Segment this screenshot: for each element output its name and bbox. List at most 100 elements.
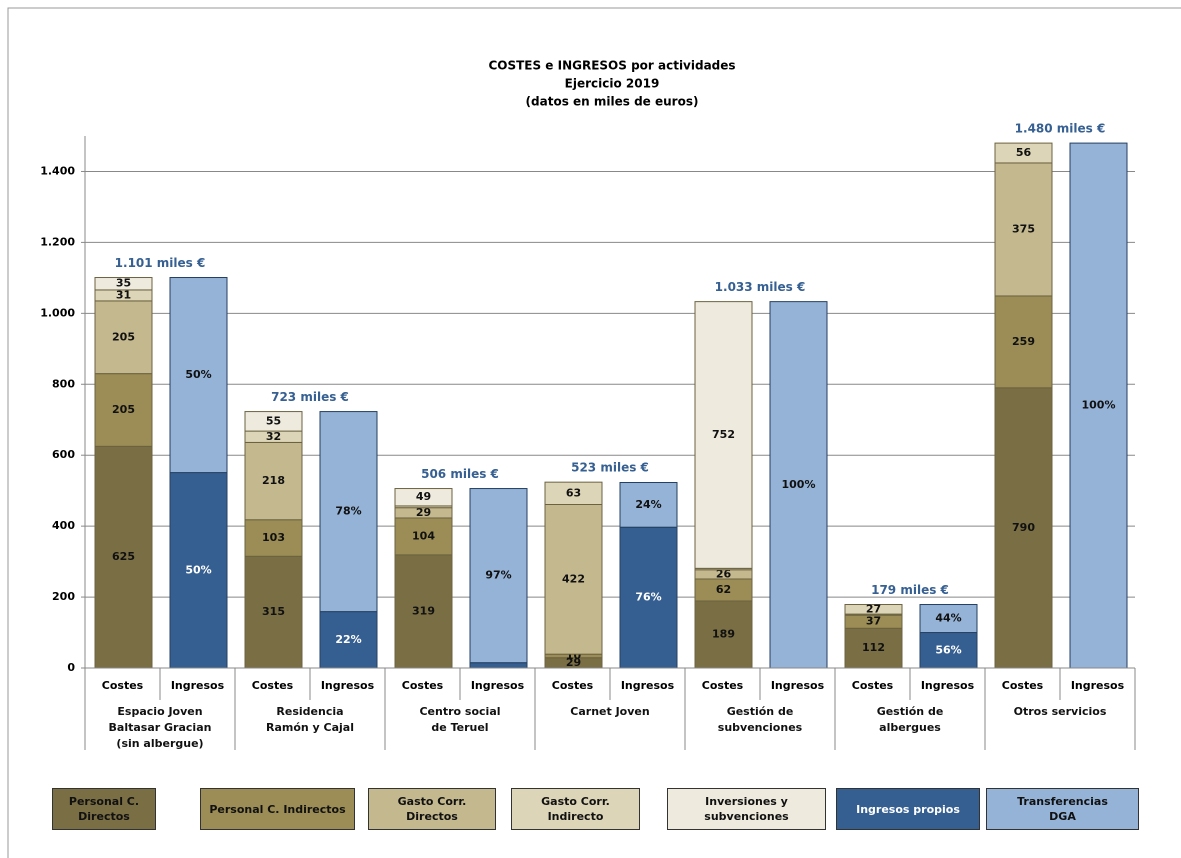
category-label: Centro social de Teruel bbox=[419, 705, 501, 734]
data-label: 44% bbox=[935, 612, 961, 625]
sub-category-label: Costes bbox=[1002, 679, 1044, 692]
data-label: 76% bbox=[635, 591, 661, 604]
total-label: 1.480 miles € bbox=[1015, 122, 1106, 136]
bar-segment bbox=[394, 517, 453, 556]
legend-entry: Personal C. Indirectos bbox=[200, 788, 355, 830]
total-label: 506 miles € bbox=[421, 467, 499, 481]
y-tick-label: 600 bbox=[52, 448, 75, 461]
legend-entry: Inversiones y subvenciones bbox=[667, 788, 826, 830]
bar-segment bbox=[469, 662, 528, 669]
y-tick-label: 0 bbox=[67, 661, 75, 674]
data-label: 205 bbox=[112, 403, 135, 416]
sub-category-label: Costes bbox=[402, 679, 444, 692]
chart-subtitle: (datos en miles de euros) bbox=[526, 95, 699, 109]
sub-category-label: Ingresos bbox=[171, 679, 225, 692]
sub-category-label: Ingresos bbox=[321, 679, 375, 692]
bar-segment bbox=[169, 277, 228, 474]
data-label: 752 bbox=[712, 428, 735, 441]
data-label: 78% bbox=[335, 505, 361, 518]
data-label: 50% bbox=[185, 368, 211, 381]
bar-segment bbox=[619, 526, 678, 669]
bar-segment bbox=[94, 373, 153, 447]
bar-segment bbox=[319, 411, 378, 613]
data-label: 189 bbox=[712, 627, 735, 640]
data-label: 29 bbox=[566, 656, 581, 669]
data-label: 259 bbox=[1012, 335, 1035, 348]
bar-segment bbox=[244, 519, 303, 557]
bar-segment bbox=[994, 295, 1053, 389]
sub-category-label: Ingresos bbox=[471, 679, 525, 692]
data-label: 29 bbox=[416, 506, 431, 519]
sub-category-label: Ingresos bbox=[1071, 679, 1125, 692]
bar-segment bbox=[1069, 142, 1128, 669]
data-label: 790 bbox=[1012, 521, 1035, 534]
data-label: 97% bbox=[485, 569, 511, 582]
bar-segment bbox=[544, 503, 603, 655]
bar-segment bbox=[844, 604, 903, 615]
data-label: 315 bbox=[262, 605, 285, 618]
bar-segment bbox=[94, 277, 153, 291]
legend-entry: Gasto Corr. Directos bbox=[368, 788, 496, 830]
legend-entry: Gasto Corr. Indirecto bbox=[511, 788, 640, 830]
legend-entry: Ingresos propios bbox=[836, 788, 980, 830]
category-label: Carnet Joven bbox=[570, 705, 650, 718]
bar-segment bbox=[919, 632, 978, 669]
bar-segment bbox=[994, 142, 1053, 164]
sub-category-label: Costes bbox=[852, 679, 894, 692]
bar-segment bbox=[919, 604, 978, 634]
bar-segment bbox=[994, 387, 1053, 669]
data-label: 422 bbox=[562, 572, 585, 585]
sub-category-label: Ingresos bbox=[771, 679, 825, 692]
category-label: Gestión de subvenciones bbox=[717, 705, 803, 734]
data-label: 27 bbox=[866, 602, 881, 615]
data-label: 32 bbox=[266, 430, 281, 443]
sub-category-label: Ingresos bbox=[921, 679, 975, 692]
data-label: 56% bbox=[935, 643, 961, 656]
data-label: 218 bbox=[262, 474, 285, 487]
data-label: 319 bbox=[412, 604, 435, 617]
bar-segment bbox=[394, 488, 453, 507]
data-label: 100% bbox=[782, 478, 816, 491]
data-label: 31 bbox=[116, 288, 131, 301]
data-label: 55 bbox=[266, 414, 281, 427]
sub-category-label: Costes bbox=[552, 679, 594, 692]
data-label: 103 bbox=[262, 531, 285, 544]
data-label: 62 bbox=[716, 583, 731, 596]
sub-category-label: Costes bbox=[702, 679, 744, 692]
bar-segment bbox=[619, 482, 678, 528]
data-label: 37 bbox=[866, 615, 881, 628]
data-label: 56 bbox=[1016, 146, 1032, 159]
data-label: 205 bbox=[112, 330, 135, 343]
total-label: 179 miles € bbox=[871, 583, 949, 597]
bar-segment bbox=[244, 411, 303, 432]
category-label: Otros servicios bbox=[1013, 705, 1107, 718]
legend-entry: Personal C. Directos bbox=[52, 788, 156, 830]
bar-segment bbox=[469, 488, 528, 664]
legend-entry: Transferencias DGA bbox=[986, 788, 1139, 830]
sub-category-label: Costes bbox=[252, 679, 294, 692]
data-label: 35 bbox=[116, 277, 131, 290]
y-tick-label: 1.000 bbox=[40, 306, 75, 319]
total-label: 723 miles € bbox=[271, 390, 349, 404]
bar-segment bbox=[769, 301, 828, 669]
total-label: 1.033 miles € bbox=[715, 280, 806, 294]
sub-category-label: Ingresos bbox=[621, 679, 675, 692]
data-label: 100% bbox=[1082, 399, 1116, 412]
category-label: Gestión de albergues bbox=[876, 705, 944, 734]
data-label: 112 bbox=[862, 641, 885, 654]
chart-title: COSTES e INGRESOS por actividades bbox=[488, 59, 735, 73]
category-label: Espacio Joven Baltasar Gracian (sin albe… bbox=[108, 705, 212, 750]
data-label: 49 bbox=[416, 490, 431, 503]
chart-subtitle: Ejercicio 2019 bbox=[565, 77, 660, 91]
data-label: 24% bbox=[635, 498, 661, 511]
data-label: 625 bbox=[112, 550, 135, 563]
data-label: 104 bbox=[412, 529, 435, 542]
bar-segment bbox=[244, 441, 303, 521]
y-tick-label: 800 bbox=[52, 377, 75, 390]
y-tick-label: 400 bbox=[52, 519, 75, 532]
y-tick-label: 200 bbox=[52, 590, 75, 603]
frame bbox=[7, 7, 1181, 858]
data-label: 26 bbox=[716, 567, 732, 580]
